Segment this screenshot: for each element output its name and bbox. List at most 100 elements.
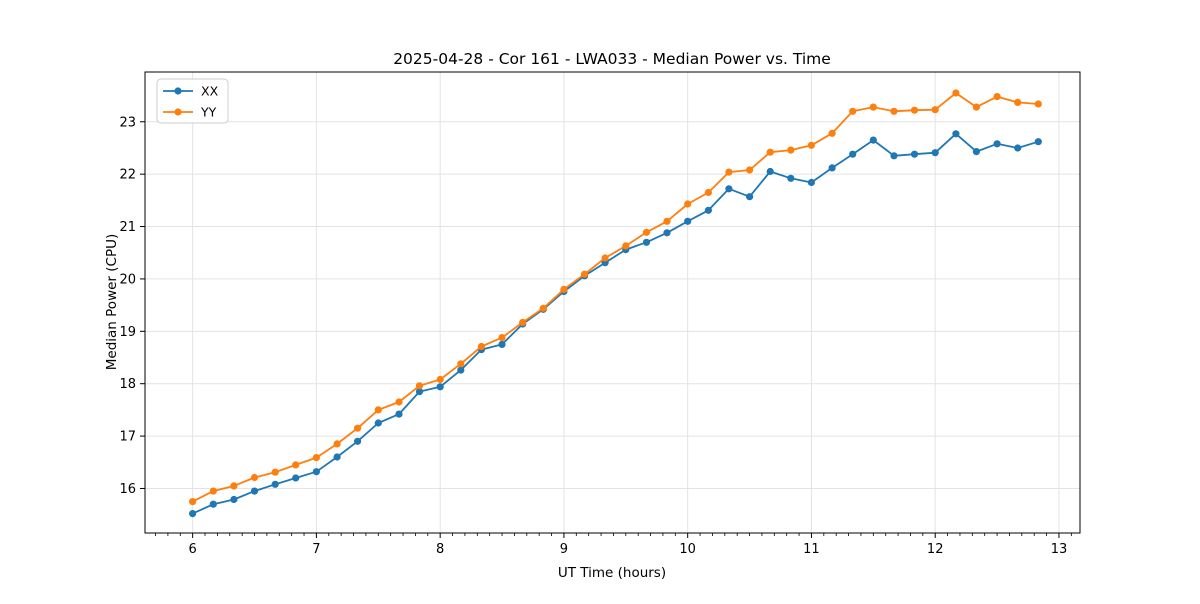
x-tick-label: 10: [679, 542, 696, 557]
x-axis-label: UT Time (hours): [558, 565, 666, 581]
data-series: [189, 89, 1042, 518]
data-point-yy: [250, 473, 259, 482]
data-point-yy: [457, 360, 465, 368]
x-tick-label: 13: [1051, 542, 1068, 557]
data-point-xx: [312, 468, 320, 476]
y-tick-label: 16: [119, 482, 136, 497]
data-point-yy: [993, 93, 1001, 101]
data-point-xx: [1034, 138, 1042, 146]
data-point-yy: [395, 398, 403, 406]
data-point-yy: [581, 270, 589, 278]
data-point-xx: [787, 174, 795, 182]
data-point-yy: [333, 440, 341, 448]
data-point-xx: [931, 149, 939, 157]
data-point-yy: [952, 89, 960, 97]
data-point-xx: [828, 164, 836, 172]
legend: XX YY: [156, 78, 229, 124]
data-point-yy: [1034, 100, 1042, 108]
data-point-yy: [849, 107, 857, 115]
legend-marker: [174, 87, 182, 95]
data-point-xx: [395, 410, 403, 418]
data-point-xx: [766, 167, 774, 176]
legend-entry-label: XX: [201, 84, 219, 99]
y-axis-label: Median Power (CPU): [104, 234, 120, 370]
data-point-yy: [292, 461, 300, 469]
x-tick-label: 7: [312, 542, 320, 557]
y-tick-label: 18: [119, 377, 136, 392]
y-tick-label: 20: [119, 272, 136, 287]
data-point-xx: [704, 206, 713, 214]
data-point-xx: [250, 487, 259, 495]
data-point-yy: [209, 487, 217, 495]
data-point-yy: [477, 342, 485, 351]
x-tick-label: 6: [189, 542, 197, 557]
data-point-xx: [333, 453, 341, 461]
data-point-yy: [787, 146, 795, 154]
data-point-yy: [539, 304, 547, 312]
data-point-xx: [436, 383, 444, 391]
data-point-yy: [189, 498, 197, 506]
data-point-yy: [354, 424, 362, 432]
legend-entry-label: YY: [200, 105, 217, 120]
data-point-yy: [436, 375, 444, 384]
y-tick-label: 17: [119, 430, 136, 445]
data-point-xx: [725, 185, 733, 193]
x-tick-label: 8: [436, 542, 444, 557]
data-point-yy: [601, 254, 609, 262]
data-point-xx: [271, 480, 279, 488]
data-point-yy: [642, 228, 651, 236]
axis-ticks: 6 7 8 9 10 11 12 13 16 17 18 19 20 21 22 23: [119, 115, 1072, 557]
data-point-yy: [704, 188, 713, 197]
data-point-yy: [931, 106, 939, 114]
data-point-xx: [1014, 144, 1022, 152]
data-point-yy: [1014, 98, 1022, 106]
data-point-xx: [869, 136, 877, 144]
data-point-xx: [642, 238, 651, 246]
plot-border: [144, 71, 1081, 534]
chart-title: 2025-04-28 - Cor 161 - LWA033 - Median P…: [393, 50, 831, 68]
data-point-xx: [354, 437, 362, 445]
x-tick-label: 11: [803, 542, 820, 557]
data-point-yy: [519, 318, 527, 326]
data-point-xx: [189, 509, 197, 518]
data-point-yy: [415, 382, 424, 390]
data-point-yy: [807, 141, 816, 149]
data-point-xx: [457, 366, 465, 374]
data-point-xx: [374, 419, 382, 427]
data-point-yy: [663, 217, 671, 225]
data-point-xx: [415, 388, 424, 396]
data-point-yy: [725, 168, 733, 176]
data-point-xx: [498, 340, 506, 348]
data-point-xx: [910, 150, 919, 158]
data-point-xx: [849, 150, 857, 158]
data-point-yy: [271, 468, 279, 476]
data-point-yy: [746, 166, 754, 174]
data-point-yy: [828, 129, 836, 137]
data-point-xx: [684, 217, 692, 225]
data-point-yy: [230, 482, 238, 490]
x-tick-label: 12: [927, 542, 944, 557]
data-point-yy: [972, 103, 981, 111]
gridlines: [145, 72, 1080, 533]
data-point-yy: [890, 107, 898, 115]
data-point-yy: [869, 103, 877, 111]
data-point-xx: [663, 229, 671, 237]
data-point-xx: [230, 495, 238, 504]
data-point-xx: [993, 140, 1001, 148]
x-tick-label: 9: [560, 542, 568, 557]
data-point-yy: [684, 200, 692, 208]
data-point-yy: [560, 285, 568, 293]
data-point-yy: [910, 106, 919, 114]
data-point-yy: [498, 334, 506, 342]
data-point-xx: [972, 148, 981, 156]
data-point-yy: [622, 242, 630, 250]
data-point-xx: [292, 474, 300, 482]
data-point-yy: [312, 454, 320, 462]
data-point-xx: [890, 152, 898, 160]
data-point-xx: [209, 500, 217, 508]
y-tick-label: 22: [119, 168, 136, 183]
y-tick-label: 23: [119, 115, 136, 130]
data-point-yy: [766, 148, 774, 156]
